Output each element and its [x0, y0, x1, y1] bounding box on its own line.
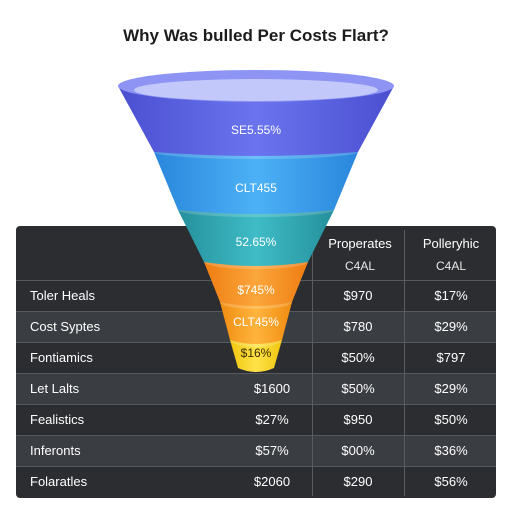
- row-label: Fontiamics: [30, 350, 93, 365]
- row-value-col1: $00%: [341, 443, 375, 458]
- row-value-col2: $36%: [434, 443, 468, 458]
- row-value-col2: $50%: [434, 412, 468, 427]
- row-value-col1: $290: [343, 474, 373, 489]
- row-value-col2: $17%: [434, 288, 468, 303]
- funnel-segment: [230, 340, 282, 372]
- row-value-col2: $56%: [434, 474, 468, 489]
- funnel-segment-label: $16%: [241, 346, 272, 360]
- row-center-value: $57%: [255, 443, 289, 458]
- row-value-col1: $50%: [341, 350, 375, 365]
- row-value-col2: $29%: [434, 381, 468, 396]
- funnel-segment: [154, 152, 358, 214]
- funnel-segment: [118, 86, 394, 156]
- funnel-segment: [204, 262, 308, 306]
- row-label: Toler Heals: [30, 288, 96, 303]
- table-row: Fealistics $27% $950 $50%: [16, 404, 496, 435]
- funnel-segment: [220, 302, 292, 344]
- row-value-col2: $797: [436, 350, 466, 365]
- funnel-segment-label: CLT45%: [233, 315, 279, 329]
- table-row: Folaratles $2060 $290 $56%: [16, 466, 496, 497]
- row-center-value: $27%: [255, 412, 289, 427]
- table-row: Inferonts $57% $00% $36%: [16, 435, 496, 466]
- row-value-col1: $50%: [341, 381, 375, 396]
- row-label: Cost Syptes: [30, 319, 101, 334]
- row-value-col2: $29%: [434, 319, 468, 334]
- row-value-col1: $780: [343, 319, 373, 334]
- column-subheader-1: C4AL: [344, 259, 376, 273]
- column-divider: [404, 230, 405, 496]
- row-label: Inferonts: [30, 443, 81, 458]
- row-value-col1: $950: [343, 412, 373, 427]
- table-row: Let Lalts $1600 $50% $29%: [16, 373, 496, 404]
- funnel-opening: [134, 79, 378, 101]
- column-divider: [312, 230, 313, 496]
- column-subheader-2: C4AL: [435, 259, 467, 273]
- row-label: Let Lalts: [30, 381, 80, 396]
- row-center-value: $2060: [253, 474, 291, 489]
- column-header-2: Polleryhic: [422, 236, 480, 251]
- funnel-segment-label: SE5.55%: [231, 123, 281, 137]
- row-center-value: $1600: [253, 381, 291, 396]
- row-label: Folaratles: [30, 474, 88, 489]
- row-value-col1: $970: [343, 288, 373, 303]
- funnel-segment-label: 52.65%: [236, 235, 277, 249]
- funnel-segment-label: $745%: [237, 283, 275, 297]
- chart-title: Why Was bulled Per Costs Flart?: [123, 26, 389, 45]
- funnel-segment-label: CLT455: [235, 181, 277, 195]
- funnel-segment: [178, 210, 334, 266]
- row-label: Fealistics: [30, 412, 85, 427]
- column-header-1: Properates: [328, 236, 392, 251]
